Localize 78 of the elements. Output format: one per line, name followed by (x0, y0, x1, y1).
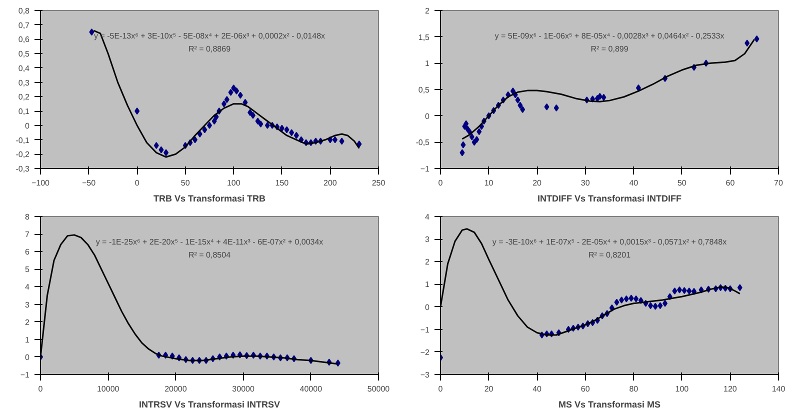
y-tick-label: 3 (425, 235, 430, 244)
x-tick-label: 100 (675, 384, 690, 394)
x-tick-label: 10000 (96, 384, 120, 394)
x-tick-label: 20000 (164, 384, 188, 394)
y-tick-label: 5 (25, 265, 30, 274)
x-axis-title: INTDIFF Vs Transformasi INTDIFF (537, 194, 682, 204)
x-tick-label: 0 (438, 384, 444, 394)
x-axis-title: TRB Vs Transformasi TRB (153, 194, 266, 204)
y-tick-label: 0,1 (18, 107, 30, 116)
y-tick-label: 1 (425, 280, 430, 290)
y-tick-label: 0,6 (18, 35, 30, 44)
annotation: y = 5E-09x⁶ - 1E-06x⁵ + 8E-05x⁴ - 0,0028x³ + 0,0464x² - 0,2533x (494, 32, 724, 40)
x-tick-label: 10 (484, 178, 494, 188)
y-tick-label: −1 (420, 164, 430, 174)
x-axis-title: MS Vs Transformasi MS (558, 400, 661, 410)
x-tick-label: 20 (532, 178, 542, 188)
y-tick-label: 2 (25, 318, 30, 327)
y-tick-label: 0,5 (18, 50, 30, 59)
x-tick-label: 250 (372, 178, 386, 188)
x-tick-label: 200 (324, 178, 338, 188)
y-tick-label: 2 (425, 6, 430, 16)
annotation: R² = 0,8504 (188, 250, 232, 260)
x-tick-label: 140 (772, 384, 786, 394)
x-tick-label: 50 (677, 178, 687, 188)
x-tick-label: 150 (275, 178, 290, 188)
x-tick-label: −50 (82, 178, 96, 188)
annotation: R² = 0,8869 (188, 44, 232, 54)
x-tick-label: 80 (629, 384, 639, 394)
x-tick-label: 40 (629, 178, 639, 188)
x-tick-label: −100 (31, 178, 50, 188)
annotation: y = -3E-10x⁶ + 1E-07x⁵ - 2E-05x⁴ + 0,0015x³ - 0,0571x² + 0,7848x (492, 238, 727, 246)
y-tick-label: 0,7 (18, 20, 30, 30)
y-tick-label: 4 (425, 212, 430, 222)
x-axis-title: INTRSV Vs Transformasi INTRSV (138, 400, 280, 410)
x-tick-label: 30000 (232, 384, 255, 394)
y-tick-label: 0,3 (18, 78, 30, 88)
y-tick-label: 7 (25, 230, 30, 240)
y-tick-label: 0,4 (18, 64, 30, 73)
y-tick-label: 0 (25, 352, 30, 362)
x-tick-label: 60 (580, 384, 590, 394)
x-tick-label: 100 (226, 178, 241, 188)
x-tick-label: 50 (180, 178, 190, 188)
x-tick-label: 20 (484, 384, 494, 394)
annotation: R² = 0,8201 (588, 250, 632, 260)
annotation: y = -1E-25x⁶ + 2E-20x⁵ - 1E-15x⁴ + 4E-11x³ - 6E-07x² + 0,0034x (96, 238, 324, 246)
y-tick-label: -0,2 (16, 150, 30, 160)
x-tick-label: 0 (38, 384, 44, 394)
x-tick-label: 30 (580, 178, 590, 188)
y-tick-label: −2 (420, 348, 430, 357)
x-tick-label: 60 (726, 178, 736, 188)
y-tick-label: -0,1 (16, 136, 30, 145)
x-tick-label: 40000 (300, 384, 323, 394)
y-tick-label: −1 (20, 370, 30, 380)
y-tick-label: 0 (425, 112, 430, 121)
x-tick-label: 50000 (367, 384, 390, 394)
x-tick-label: 0 (438, 178, 444, 188)
y-tick-label: 8 (25, 212, 30, 222)
y-tick-label: -0,3 (16, 164, 30, 174)
y-tick-label: 0,2 (18, 92, 30, 102)
y-tick-label: 0 (25, 121, 30, 130)
y-tick-label: −3 (420, 370, 430, 380)
y-tick-label: −1 (420, 325, 430, 334)
y-tick-label: 0 (425, 302, 430, 312)
y-tick-label: 0,8 (18, 6, 30, 16)
x-tick-label: 70 (774, 178, 784, 188)
y-tick-label: 2 (425, 258, 430, 267)
x-tick-label: 0 (134, 178, 140, 188)
y-tick-label: 1 (425, 59, 430, 68)
x-tick-label: 40 (532, 384, 542, 394)
y-tick-label: -0,5 (416, 138, 430, 148)
y-tick-label: 1,5 (418, 32, 430, 42)
y-tick-label: 6 (25, 248, 30, 257)
x-tick-label: 120 (724, 384, 738, 394)
y-tick-label: 4 (25, 282, 30, 292)
y-tick-label: 1 (25, 335, 30, 344)
annotation: R² = 0,899 (590, 44, 629, 54)
y-tick-label: 3 (25, 300, 30, 310)
y-tick-label: 0,5 (418, 86, 430, 94)
